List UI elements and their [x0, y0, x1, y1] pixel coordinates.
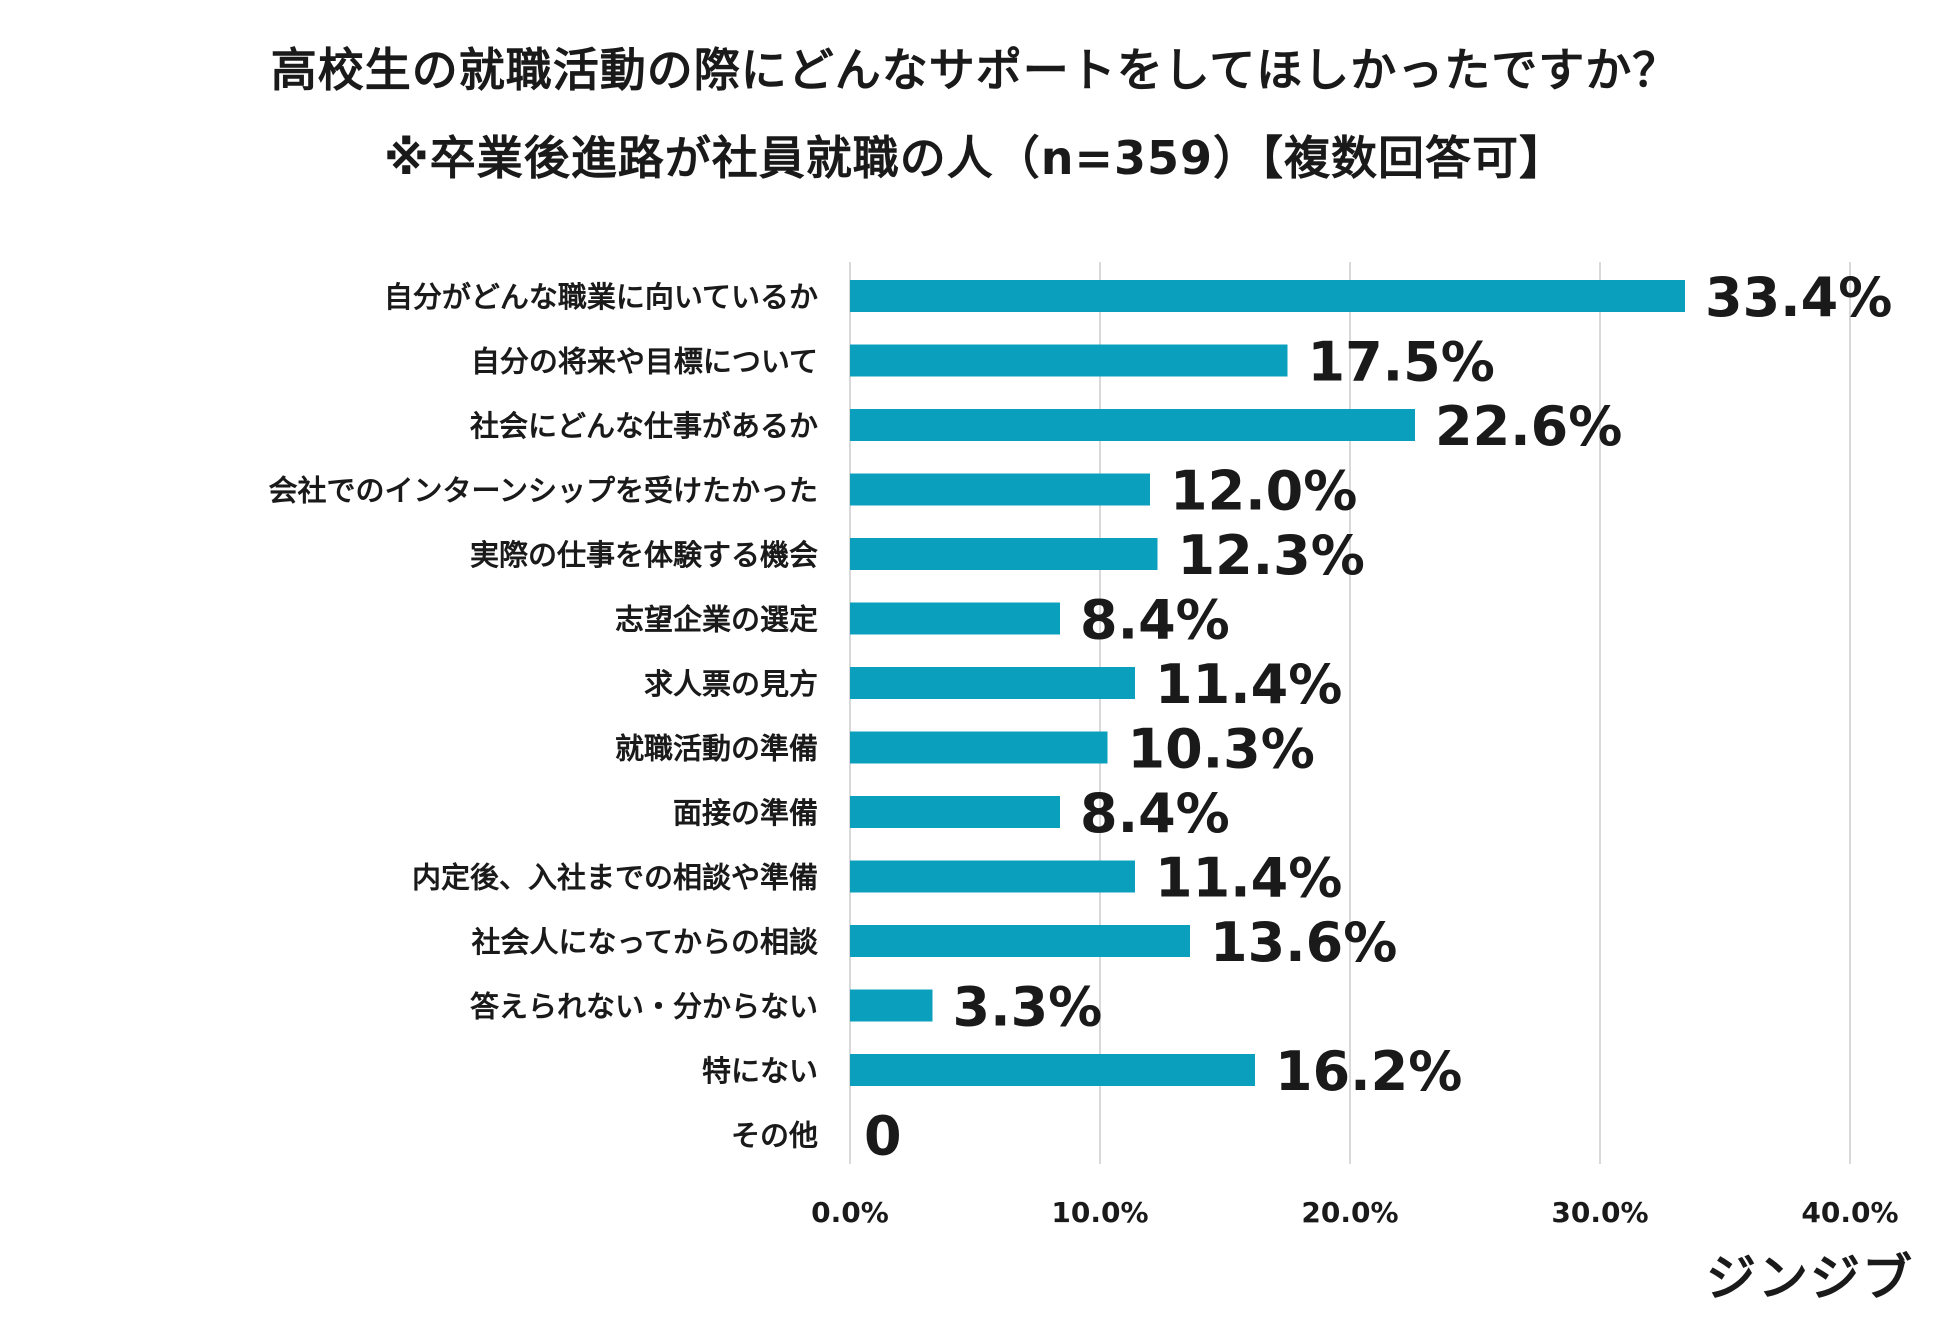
category-label: 自分がどんな職業に向いているか [384, 280, 818, 314]
bar [850, 344, 1288, 377]
bar [850, 667, 1135, 699]
x-tick-label: 20.0% [1301, 1196, 1398, 1229]
category-label: 実際の仕事を体験する機会 [470, 538, 818, 572]
category-label: 内定後、入社までの相談や準備 [412, 861, 818, 895]
data-label: 0 [864, 1105, 902, 1168]
bar [850, 538, 1158, 570]
data-label: 10.3% [1128, 718, 1315, 781]
category-label: 就職活動の準備 [615, 732, 818, 766]
x-tick-label: 30.0% [1551, 1196, 1648, 1229]
category-label: 自分の将来や目標について [471, 345, 818, 379]
data-label: 17.5% [1308, 331, 1495, 394]
category-label: 社会人になってからの相談 [471, 925, 819, 959]
bar [850, 925, 1190, 957]
x-tick-label: 40.0% [1801, 1196, 1898, 1229]
category-label: 特にない [702, 1054, 818, 1088]
bar [850, 1054, 1255, 1086]
bar [850, 731, 1108, 764]
bars [850, 280, 1685, 1086]
category-label: 志望企業の選定 [615, 603, 818, 637]
data-label: 11.4% [1155, 653, 1342, 716]
data-labels: 33.4%17.5%22.6%12.0%12.3%8.4%11.4%10.3%8… [864, 266, 1892, 1168]
bar [850, 796, 1060, 828]
data-label: 33.4% [1705, 266, 1892, 329]
bar [850, 989, 933, 1022]
data-label: 8.4% [1080, 782, 1230, 845]
category-label: その他 [731, 1119, 818, 1153]
chart-subtitle: ※卒業後進路が社員就職の人（n=359）【複数回答可】 [383, 131, 1567, 185]
data-label: 16.2% [1275, 1040, 1462, 1103]
category-label: 社会にどんな仕事があるか [470, 409, 818, 443]
data-label: 11.4% [1155, 847, 1342, 910]
data-label: 8.4% [1080, 589, 1230, 652]
category-label: 答えられない・分からない [470, 990, 818, 1024]
bar [850, 860, 1135, 893]
data-label: 12.0% [1170, 460, 1357, 523]
category-label: 求人票の見方 [644, 667, 818, 701]
x-axis-ticks: 0.0% 10.0% 20.0% 30.0% 40.0% [811, 1196, 1898, 1229]
category-labels: 自分がどんな職業に向いているか自分の将来や目標について社会にどんな仕事があるか会… [268, 280, 819, 1153]
x-tick-label: 10.0% [1051, 1196, 1148, 1229]
data-label: 12.3% [1178, 524, 1365, 587]
chart-title: 高校生の就職活動の際にどんなサポートをしてほしかったですか？ [270, 43, 1680, 97]
data-label: 22.6% [1435, 395, 1622, 458]
data-label: 13.6% [1210, 911, 1397, 974]
bar [850, 473, 1150, 506]
bar [850, 602, 1060, 635]
category-label: 面接の準備 [673, 796, 818, 830]
data-label: 3.3% [953, 976, 1103, 1039]
bar [850, 280, 1685, 312]
brand-logo: ジンジブ [1706, 1249, 1914, 1307]
bar [850, 409, 1415, 441]
category-label: 会社でのインターンシップを受けたかった [268, 474, 818, 508]
x-tick-label: 0.0% [811, 1196, 889, 1229]
